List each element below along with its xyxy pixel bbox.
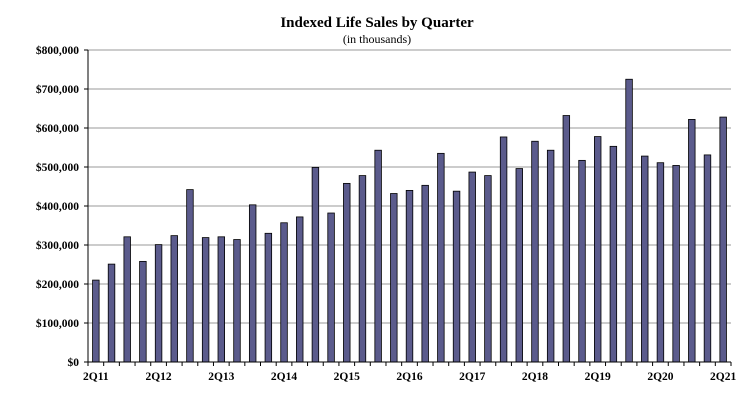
x-tick-label: 2Q17 xyxy=(459,371,485,383)
y-tick-label: $500,000 xyxy=(36,161,79,174)
bar-3Q12 xyxy=(170,235,178,363)
y-tick-label: $100,000 xyxy=(36,317,79,330)
bar-1Q18 xyxy=(515,168,523,363)
bar-2Q18 xyxy=(531,140,539,363)
bar-1Q13 xyxy=(201,237,210,363)
bar-1Q20 xyxy=(641,155,649,363)
y-tick-label: $200,000 xyxy=(36,278,79,291)
x-axis-tick-labels: 2Q11 2Q12 2Q13 2Q14 2Q15 2Q16 2Q17 2Q18 2Q19 2Q20… xyxy=(83,371,736,383)
bar-4Q18 xyxy=(562,115,571,363)
bar-2Q15 xyxy=(343,182,351,363)
bar-2Q20 xyxy=(656,162,665,363)
x-tick-label: 2Q20 xyxy=(647,371,673,383)
bar-2Q16 xyxy=(405,189,414,363)
bar-2Q17 xyxy=(468,171,476,363)
bar-2Q14 xyxy=(280,222,288,363)
bar-1Q15 xyxy=(327,212,335,363)
bar-3Q17 xyxy=(484,175,492,363)
y-tick-label: $0 xyxy=(68,356,80,369)
y-tick-label: $600,000 xyxy=(36,122,79,135)
bar-3Q16 xyxy=(421,184,429,363)
x-tick-label: 2Q16 xyxy=(396,371,422,383)
bar-1Q17 xyxy=(452,190,461,363)
bar-4Q15 xyxy=(374,149,382,363)
bar-3Q11 xyxy=(107,263,116,363)
bar-4Q13 xyxy=(248,204,257,363)
x-tick-label: 2Q12 xyxy=(145,371,171,383)
bars xyxy=(92,78,727,363)
bar-2Q11 xyxy=(92,279,100,363)
bar-1Q14 xyxy=(264,232,273,363)
bar-3Q18 xyxy=(546,149,555,363)
y-tick-label: $300,000 xyxy=(36,239,79,252)
bar-3Q14 xyxy=(296,216,304,363)
bar-2Q12 xyxy=(154,244,163,363)
bar-1Q16 xyxy=(390,193,398,363)
x-tick-label: 2Q13 xyxy=(208,371,234,383)
bar-4Q11 xyxy=(123,236,131,363)
bar-3Q20 xyxy=(672,165,680,363)
bar-3Q15 xyxy=(358,175,367,363)
chart-title: Indexed Life Sales by Quarter xyxy=(280,15,474,31)
x-tick-label: 2Q21 xyxy=(710,371,736,383)
y-axis-tick-labels: $0 $100,000 $200,000 $300,000 $400,000 $500,0… xyxy=(36,44,79,369)
x-tick-label: 2Q11 xyxy=(83,371,109,383)
bar-2Q19 xyxy=(594,136,602,363)
bar-3Q19 xyxy=(609,145,618,363)
bar-2Q21 xyxy=(719,116,727,363)
x-tick-label: 2Q14 xyxy=(271,371,297,383)
x-tick-label: 2Q18 xyxy=(522,371,548,383)
y-tick-label: $700,000 xyxy=(36,83,79,96)
bar-4Q20 xyxy=(688,119,696,363)
chart-subtitle: (in thousands) xyxy=(343,32,411,46)
bar-4Q12 xyxy=(186,189,194,363)
bar-1Q21 xyxy=(703,154,712,363)
y-tick-label: $400,000 xyxy=(36,200,79,213)
bar-4Q16 xyxy=(437,152,445,363)
bar-3Q13 xyxy=(233,239,241,363)
bar-2Q13 xyxy=(217,236,225,363)
x-tick-label: 2Q19 xyxy=(585,371,611,383)
y-tick-label: $800,000 xyxy=(36,44,79,57)
x-tick-label: 2Q15 xyxy=(334,371,360,383)
axes xyxy=(87,50,732,366)
bar-4Q14 xyxy=(311,166,320,363)
bar-1Q12 xyxy=(139,260,147,363)
bar-1Q19 xyxy=(578,159,586,363)
bar-4Q17 xyxy=(499,136,508,363)
bar-4Q19 xyxy=(625,78,633,363)
